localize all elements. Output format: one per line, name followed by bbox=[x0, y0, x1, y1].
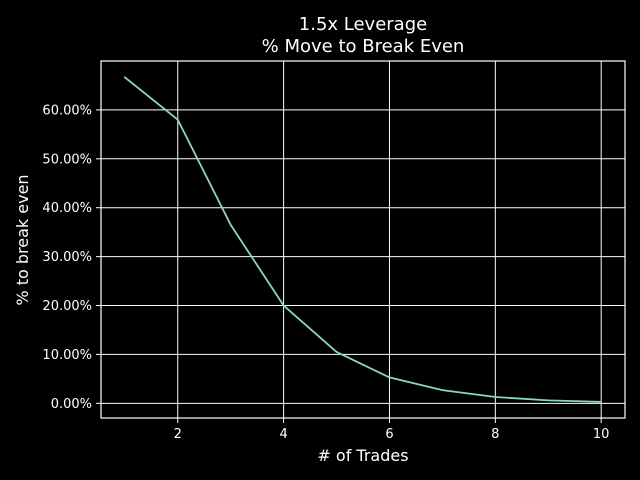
chart-title-line-2: % Move to Break Even bbox=[262, 36, 465, 57]
y-tick-label: 20.00% bbox=[42, 299, 92, 314]
plot-frame bbox=[100, 60, 626, 419]
y-tick-label: 10.00% bbox=[42, 348, 92, 363]
series bbox=[123, 76, 603, 403]
grid bbox=[101, 61, 625, 418]
axis-ticks: 2 4 6 8 10 0.00% 10.00% 20.00% 30.00% 40.00% 50.00… bbox=[42, 103, 609, 442]
y-tick-label: 60.00% bbox=[42, 103, 92, 118]
x-tick-label: 2 bbox=[174, 427, 182, 442]
y-tick-label: 0.00% bbox=[51, 397, 92, 412]
y-tick-label: 40.00% bbox=[42, 201, 92, 216]
y-tick-label: 50.00% bbox=[42, 152, 92, 167]
chart-title-line-1: 1.5x Leverage bbox=[299, 14, 427, 35]
series-line bbox=[123, 76, 603, 403]
x-tick-label: 6 bbox=[385, 427, 393, 442]
y-axis-label: % to break even bbox=[13, 174, 32, 305]
y-tick-label: 30.00% bbox=[42, 250, 92, 265]
x-tick-label: 4 bbox=[279, 427, 287, 442]
x-tick-label: 8 bbox=[491, 427, 499, 442]
x-axis-label: # of Trades bbox=[317, 446, 408, 465]
x-tick-label: 10 bbox=[593, 427, 610, 442]
